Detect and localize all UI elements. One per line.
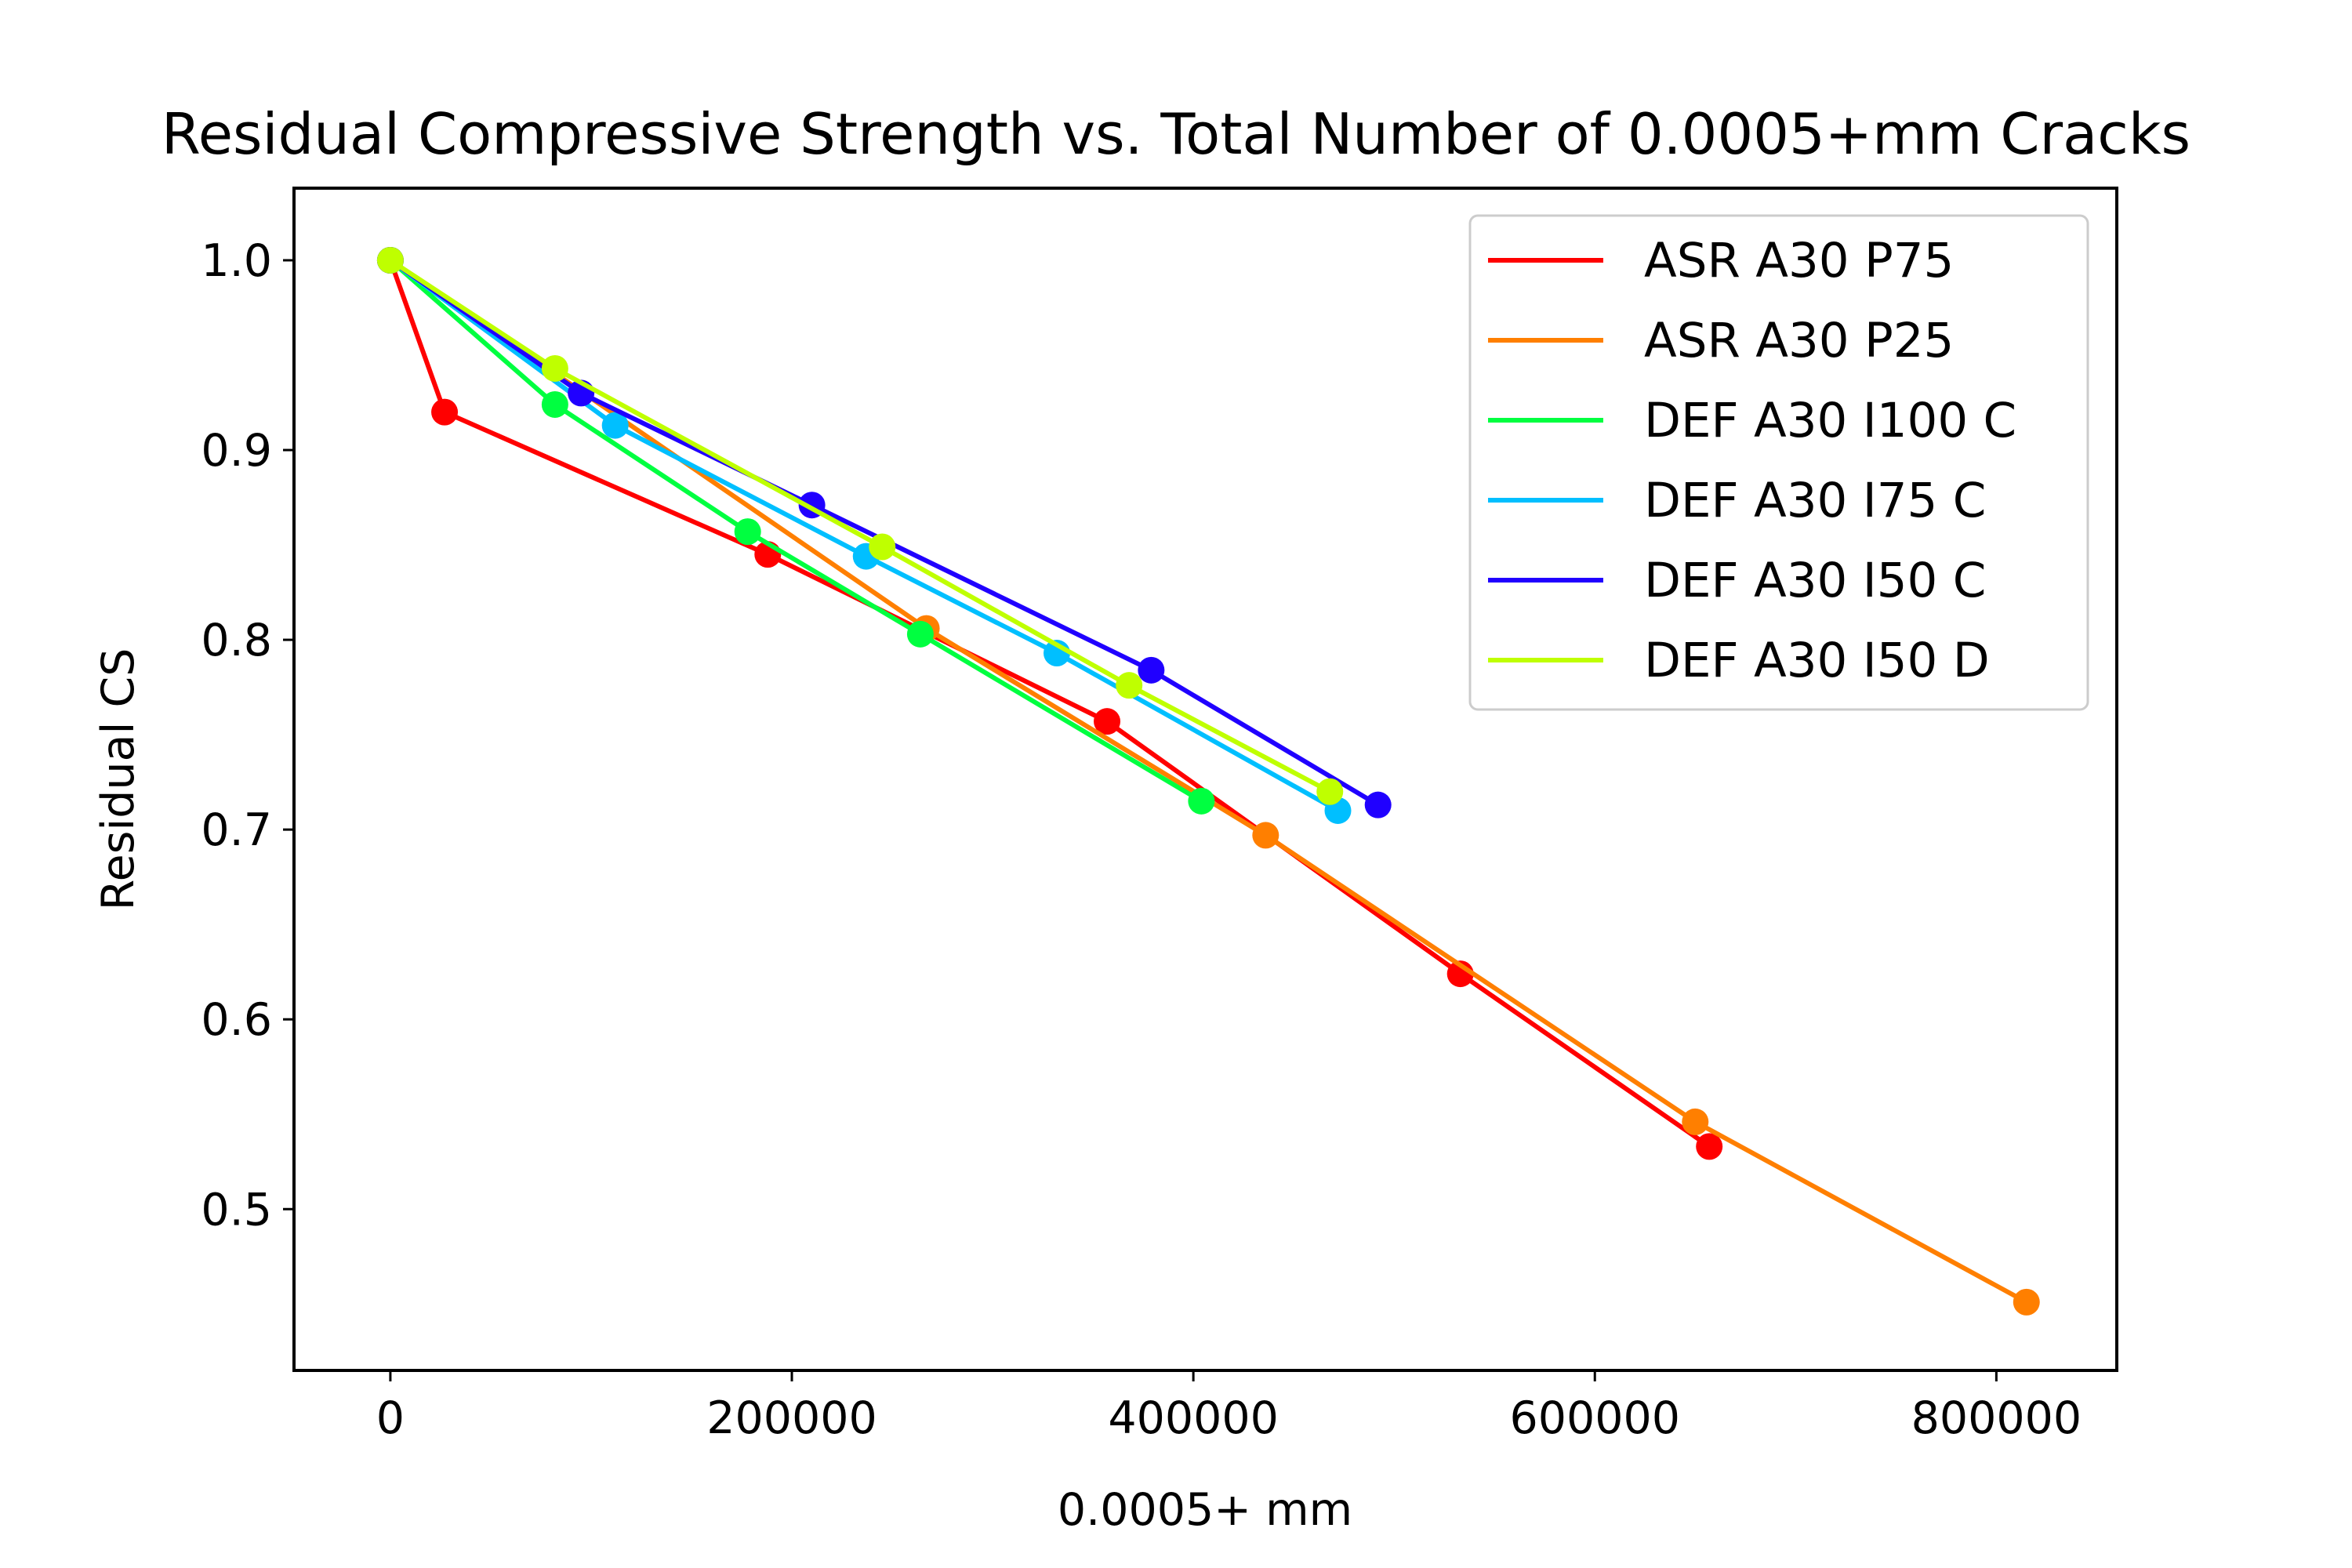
y-tick-label: 1.0 [201,235,272,287]
legend-item-def-a30-i50-d: DEF A30 I50 D [1488,633,1990,688]
x-tick-label: 600000 [1509,1392,1680,1444]
legend-label: DEF A30 I75 C [1644,473,1986,528]
y-tick-label: 0.7 [201,804,272,856]
y-axis: 0.5 0.6 0.7 0.8 0.9 1.0 [201,235,294,1236]
data-point-asr-a30-p25 [1252,822,1279,849]
legend-label: DEF A30 I100 C [1644,393,2016,448]
data-point-def-a30-i50-d [1316,778,1344,805]
plot-frame [292,187,2118,1372]
legend-item-asr-a30-p25: ASR A30 P25 [1488,313,1954,368]
data-point-def-a30-i50-d [541,354,568,382]
data-point-def-a30-i100-c [734,518,761,546]
series-line-def-a30-i50-c [389,258,1380,808]
data-point-def-a30-i75-c [601,412,629,439]
series-layer [376,246,2040,1316]
series-line-asr-a30-p75 [388,259,1711,1149]
x-axis: 0 200000 400000 600000 800000 [376,1370,2082,1444]
legend-item-def-a30-i100-c: DEF A30 I100 C [1488,393,2016,448]
legend-label: ASR A30 P75 [1644,233,1954,289]
y-tick-label: 0.5 [201,1184,272,1236]
data-point-asr-a30-p25 [2013,1288,2040,1316]
legend-label: DEF A30 I50 C [1644,553,1986,608]
data-point-asr-a30-p75 [431,398,459,426]
data-point-asr-a30-p75 [1094,708,1121,735]
data-point-def-a30-i50-c [1364,791,1392,818]
legend: ASR A30 P75 ASR A30 P25 DEF A30 I100 C DEF … [1468,214,2089,711]
chart-title: Residual Compressive Strength vs. Total … [162,101,2190,167]
legend-item-def-a30-i75-c: DEF A30 I75 C [1488,473,1986,528]
x-tick-label: 800000 [1911,1392,2082,1444]
y-axis-label: Residual CS [93,648,144,911]
y-tick-label: 0.6 [201,994,272,1046]
data-point-asr-a30-p75 [1696,1133,1723,1160]
data-point-def-a30-i100-c [541,390,568,418]
x-axis-label: 0.0005+ mm [1058,1484,1352,1536]
y-tick-label: 0.8 [201,615,272,666]
legend-item-asr-a30-p75: ASR A30 P75 [1488,233,1954,289]
legend-label: ASR A30 P25 [1644,313,1954,368]
x-tick-label: 400000 [1108,1392,1279,1444]
legend-label: DEF A30 I50 D [1644,633,1990,688]
x-tick-label: 200000 [706,1392,877,1444]
data-point-def-a30-i50-d [869,533,896,561]
data-point-def-a30-i50-d [376,246,404,274]
data-point-def-a30-i50-c [1138,656,1165,684]
legend-item-def-a30-i50-c: DEF A30 I50 C [1488,553,1986,608]
legend-box [1468,214,2089,711]
data-point-def-a30-i50-d [1116,672,1143,699]
y-tick-label: 0.9 [201,425,272,477]
data-point-def-a30-i100-c [1188,787,1215,815]
x-tick-label: 0 [376,1392,405,1444]
data-point-asr-a30-p25 [1682,1108,1709,1135]
data-point-def-a30-i100-c [906,620,934,648]
